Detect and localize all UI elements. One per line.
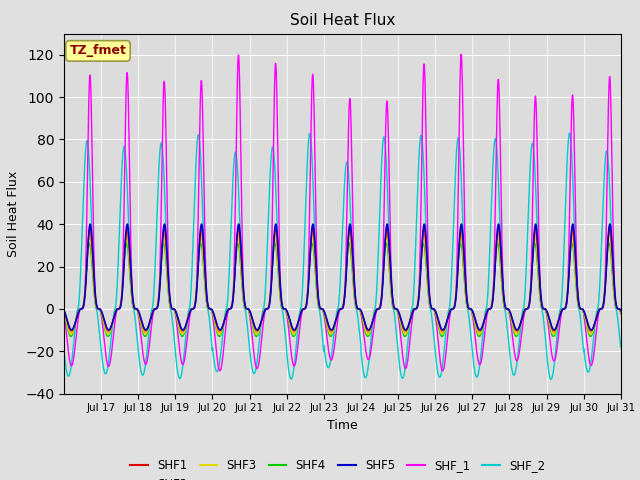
SHF1 — [420, 226, 428, 231]
SHF_1 — [499, 275, 507, 281]
SHF2 — [499, 288, 507, 294]
SHF4 — [67, 334, 75, 339]
SHF3 — [616, 308, 624, 313]
SHF5 — [68, 327, 76, 333]
Title: Soil Heat Flux: Soil Heat Flux — [290, 13, 395, 28]
SHF5 — [467, 306, 475, 312]
SHF_2 — [617, 344, 625, 350]
SHF2 — [60, 309, 68, 314]
Line: SHF3: SHF3 — [64, 237, 621, 334]
SHF4 — [86, 240, 93, 246]
SHF2 — [616, 307, 624, 313]
Y-axis label: Soil Heat Flux: Soil Heat Flux — [6, 170, 20, 257]
SHF2 — [161, 230, 168, 236]
SHF1 — [60, 308, 68, 314]
SHF4 — [499, 294, 507, 300]
SHF2 — [617, 308, 625, 314]
SHF2 — [67, 329, 75, 335]
SHF1 — [322, 313, 330, 319]
SHF_1 — [60, 312, 68, 317]
Legend: SHF1, SHF2, SHF3, SHF4, SHF5, SHF_1, SHF_2: SHF1, SHF2, SHF3, SHF4, SHF5, SHF_1, SHF… — [125, 455, 550, 480]
SHF1 — [499, 285, 507, 290]
SHF_2 — [616, 339, 624, 345]
SHF5 — [322, 313, 330, 319]
SHF_1 — [160, 79, 168, 85]
SHF4 — [161, 242, 168, 248]
SHF5 — [436, 324, 444, 330]
Text: TZ_fmet: TZ_fmet — [70, 44, 127, 58]
Line: SHF1: SHF1 — [64, 228, 621, 330]
SHF3 — [86, 234, 93, 240]
SHF_1 — [322, 322, 330, 328]
SHF2 — [436, 327, 444, 333]
SHF3 — [60, 310, 68, 315]
SHF5 — [161, 221, 168, 227]
SHF_2 — [436, 374, 444, 380]
X-axis label: Time: Time — [327, 419, 358, 432]
SHF4 — [322, 318, 330, 324]
SHF4 — [467, 308, 475, 313]
SHF2 — [322, 315, 330, 321]
Line: SHF_2: SHF_2 — [64, 133, 621, 379]
SHF5 — [499, 281, 507, 287]
SHF1 — [467, 306, 475, 312]
SHF3 — [499, 291, 507, 297]
SHF_2 — [499, 287, 506, 293]
SHF2 — [86, 230, 93, 236]
SHF5 — [86, 221, 94, 227]
SHF4 — [617, 310, 625, 316]
SHF4 — [616, 309, 624, 314]
SHF_1 — [458, 51, 465, 57]
SHF4 — [60, 311, 68, 316]
SHF1 — [160, 226, 168, 231]
Line: SHF5: SHF5 — [64, 224, 621, 330]
SHF5 — [616, 307, 624, 312]
SHF_2 — [60, 348, 68, 354]
SHF1 — [68, 327, 76, 333]
SHF_2 — [547, 376, 555, 382]
SHF_2 — [467, 335, 475, 341]
SHF3 — [617, 309, 625, 315]
SHF1 — [617, 308, 625, 313]
SHF1 — [616, 307, 624, 312]
SHF2 — [467, 307, 475, 312]
SHF3 — [467, 307, 475, 313]
SHF1 — [436, 324, 444, 330]
SHF_1 — [616, 308, 624, 314]
Line: SHF_1: SHF_1 — [64, 54, 621, 371]
SHF5 — [60, 308, 68, 313]
SHF_1 — [467, 307, 475, 313]
SHF3 — [322, 317, 330, 323]
SHF_2 — [566, 130, 573, 136]
SHF3 — [161, 235, 168, 240]
Line: SHF4: SHF4 — [64, 243, 621, 336]
SHF4 — [436, 332, 444, 337]
SHF_1 — [436, 359, 444, 364]
SHF3 — [436, 329, 444, 335]
SHF_2 — [160, 174, 168, 180]
SHF_1 — [617, 311, 625, 316]
SHF_2 — [322, 356, 330, 361]
SHF5 — [617, 307, 625, 313]
SHF_1 — [439, 368, 447, 374]
SHF3 — [67, 331, 75, 337]
Line: SHF2: SHF2 — [64, 233, 621, 332]
